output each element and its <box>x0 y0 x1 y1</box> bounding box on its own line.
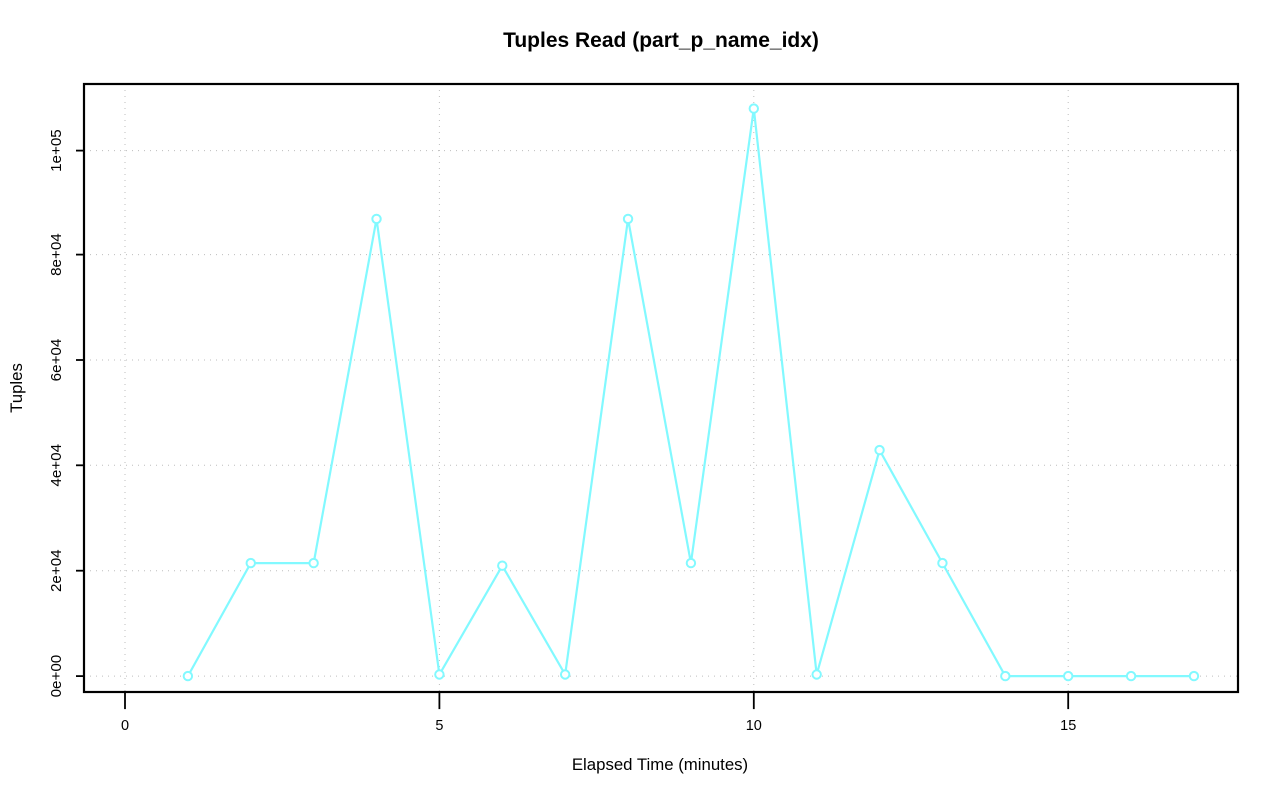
svg-text:6e+04: 6e+04 <box>48 339 65 382</box>
svg-text:4e+04: 4e+04 <box>48 444 65 487</box>
svg-text:Elapsed Time (minutes): Elapsed Time (minutes) <box>572 755 748 774</box>
svg-text:15: 15 <box>1060 718 1076 734</box>
svg-text:2e+04: 2e+04 <box>48 549 65 592</box>
svg-text:Tuples Read (part_p_name_idx): Tuples Read (part_p_name_idx) <box>503 29 819 52</box>
svg-text:0e+00: 0e+00 <box>48 655 65 698</box>
svg-text:10: 10 <box>746 718 762 734</box>
svg-text:8e+04: 8e+04 <box>48 233 65 276</box>
svg-text:5: 5 <box>435 718 443 734</box>
svg-text:1e+05: 1e+05 <box>48 129 65 172</box>
svg-text:0: 0 <box>121 718 129 734</box>
svg-text:Tuples: Tuples <box>7 363 26 413</box>
